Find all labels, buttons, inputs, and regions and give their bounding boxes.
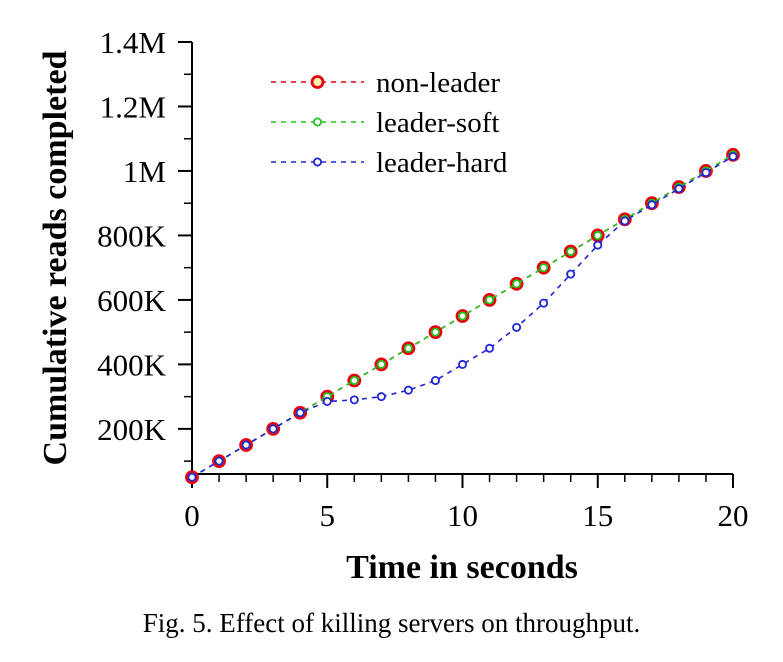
legend-item-leader-soft: leader-soft <box>271 107 499 139</box>
series-leader-hard <box>187 151 738 482</box>
y-axis-ticks: 200K 400K 600K 800K 1M 1.2M 1.4M <box>97 25 192 462</box>
data-point-leader-soft <box>485 295 495 305</box>
data-point-leader-hard <box>593 240 603 250</box>
data-point-leader-hard <box>512 322 522 332</box>
data-point-leader-hard <box>457 359 467 369</box>
x-axis-title: Time in seconds <box>346 549 578 586</box>
data-point-leader-soft <box>430 327 440 337</box>
y-tick-label: 1M <box>123 154 166 189</box>
data-point-leader-hard <box>539 298 549 308</box>
x-tick-label: 15 <box>582 498 613 533</box>
legend-label: leader-soft <box>376 107 499 139</box>
y-tick-label: 400K <box>97 347 167 382</box>
y-tick-label: 1.4M <box>100 25 166 60</box>
figure-caption: Fig. 5. Effect of killing servers on thr… <box>142 608 641 638</box>
y-tick-label: 1.2M <box>100 89 166 124</box>
data-point-leader-soft <box>376 359 386 369</box>
data-point-leader-hard <box>214 456 224 466</box>
legend-item-leader-hard: leader-hard <box>271 147 508 179</box>
data-point-leader-soft <box>539 263 549 273</box>
data-point-leader-hard <box>647 200 657 210</box>
legend-marker <box>312 157 322 167</box>
y-tick-label: 200K <box>97 412 167 447</box>
data-point-leader-hard <box>268 424 278 434</box>
data-point-leader-hard <box>295 408 305 418</box>
series-line-leader-hard <box>191 155 734 478</box>
legend-marker <box>310 75 325 89</box>
x-tick-label: 10 <box>447 498 478 533</box>
data-point-leader-hard <box>620 216 630 226</box>
data-point-leader-soft <box>593 230 603 240</box>
data-point-leader-hard <box>376 392 386 402</box>
legend-marker <box>312 117 322 127</box>
data-point-leader-soft <box>349 376 359 386</box>
data-point-leader-hard <box>566 269 576 279</box>
data-point-leader-soft <box>512 279 522 289</box>
data-point-leader-soft <box>566 247 576 257</box>
x-tick-label: 20 <box>718 498 749 533</box>
x-tick-label: 0 <box>184 498 200 533</box>
x-axis-ticks: 0 5 10 15 20 <box>184 474 749 533</box>
data-point-leader-hard <box>701 168 711 178</box>
legend: non-leader leader-soft leader-hard <box>271 67 508 179</box>
data-point-leader-hard <box>674 184 684 194</box>
data-point-leader-hard <box>241 440 251 450</box>
data-point-leader-hard <box>322 396 332 406</box>
legend-label: non-leader <box>376 67 500 99</box>
data-point-leader-hard <box>349 395 359 405</box>
data-point-leader-hard <box>430 376 440 386</box>
data-point-leader-hard <box>485 343 495 353</box>
series-layer <box>185 147 740 485</box>
data-point-leader-hard <box>403 385 413 395</box>
data-point-leader-soft <box>457 311 467 321</box>
legend-item-non-leader: non-leader <box>271 67 500 99</box>
y-axis-title: Cumulative reads completed <box>37 50 74 465</box>
x-tick-label: 5 <box>320 498 336 533</box>
data-point-leader-hard <box>187 472 197 482</box>
y-tick-label: 600K <box>97 283 167 318</box>
y-tick-label: 800K <box>97 218 167 253</box>
legend-label: leader-hard <box>376 147 508 179</box>
data-point-leader-hard <box>728 151 738 161</box>
data-point-leader-soft <box>403 343 413 353</box>
